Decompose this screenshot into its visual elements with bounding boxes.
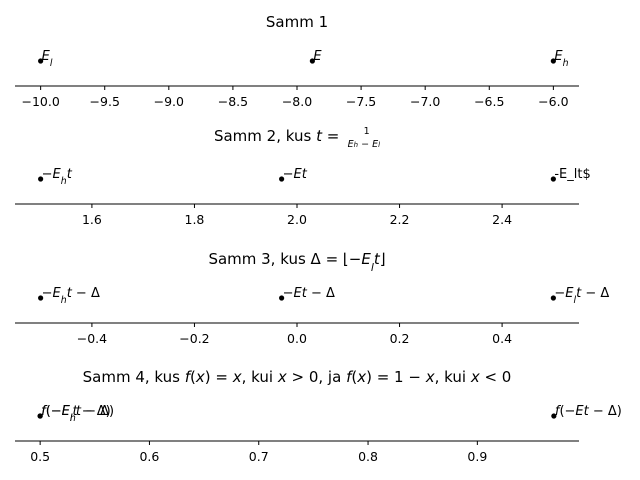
data-point (279, 295, 285, 301)
data-point-label: f(−Eht − Δ) (41, 404, 114, 424)
data-point-label: E (313, 49, 322, 64)
data-point (550, 176, 556, 182)
x-tick-label: −6.5 (474, 94, 504, 109)
x-tick-label: 0.6 (139, 449, 159, 464)
data-point-label: −Elt − Δ (554, 286, 609, 306)
data-point (279, 176, 285, 182)
x-tick-label: −9.5 (90, 94, 120, 109)
x-tick-label: 0.8 (358, 449, 378, 464)
x-tick-label: −6.0 (538, 94, 568, 109)
panel-step-3: Samm 3, kus Δ = ⌊−Elt⌋ −0.4 −0.2 0.0 0.2 0.4 −… (15, 250, 609, 346)
data-point (309, 58, 315, 64)
data-point (38, 176, 44, 182)
data-point-label: f(−Et − Δ) (555, 404, 622, 419)
x-tick-label: 0.4 (492, 331, 512, 346)
data-point-label: f(−Elt − Δ) (41, 404, 111, 424)
data-point-label: Eh (554, 49, 568, 69)
panel-title: Samm 4, kus f(x) = x, kui x > 0, ja f(x)… (83, 368, 512, 386)
x-tick-label: 1.6 (82, 212, 102, 227)
data-point-label: −Et (283, 167, 308, 182)
data-point-label: -E_lt$ (554, 167, 590, 182)
x-tick-label: −0.4 (77, 331, 107, 346)
data-point (37, 413, 43, 419)
data-point (550, 295, 556, 301)
x-tick-label: −9.0 (154, 94, 184, 109)
x-tick-label: 0.5 (30, 449, 50, 464)
panel-title: Samm 2, kus t = 1 Eh − El (214, 126, 380, 150)
x-tick-label: 1.8 (185, 212, 205, 227)
panel-title: Samm 1 (266, 13, 328, 31)
x-tick-label: 0.9 (467, 449, 487, 464)
x-tick-label: 0.7 (249, 449, 269, 464)
x-tick-label: −7.0 (410, 94, 440, 109)
x-tick-label: −8.0 (282, 94, 312, 109)
x-tick-label: 0.0 (287, 331, 307, 346)
x-tick-label: 0.2 (390, 331, 410, 346)
x-tick-label: −7.5 (346, 94, 376, 109)
data-point (550, 58, 556, 64)
x-tick-label: 2.2 (390, 212, 410, 227)
x-tick-label: −0.2 (179, 331, 209, 346)
data-point-label: −Et − Δ (283, 286, 335, 301)
data-point-label: −Eht (42, 167, 73, 187)
panel-step-1: Samm 1 −10.0 −9.5 −9.0 −8.5 −8.0 −7.5 −7.0 −6.5 −… (15, 13, 579, 109)
data-point (551, 413, 557, 419)
x-tick-label: −8.5 (218, 94, 248, 109)
panel-title: Samm 3, kus Δ = ⌊−Elt⌋ (208, 250, 385, 274)
x-tick-label: 2.4 (492, 212, 512, 227)
data-point (38, 58, 44, 64)
x-tick-label: −10.0 (21, 94, 59, 109)
data-point-label: El (42, 49, 53, 69)
panel-step-4: Samm 4, kus f(x) = x, kui x > 0, ja f(x)… (15, 368, 622, 464)
data-point (38, 295, 44, 301)
x-tick-label: 2.0 (287, 212, 307, 227)
panel-step-2: Samm 2, kus t = 1 Eh − El 1.6 1.8 2.0 2.2 2.4 −… (15, 126, 591, 227)
data-point-label: −Eht − Δ (42, 286, 100, 306)
